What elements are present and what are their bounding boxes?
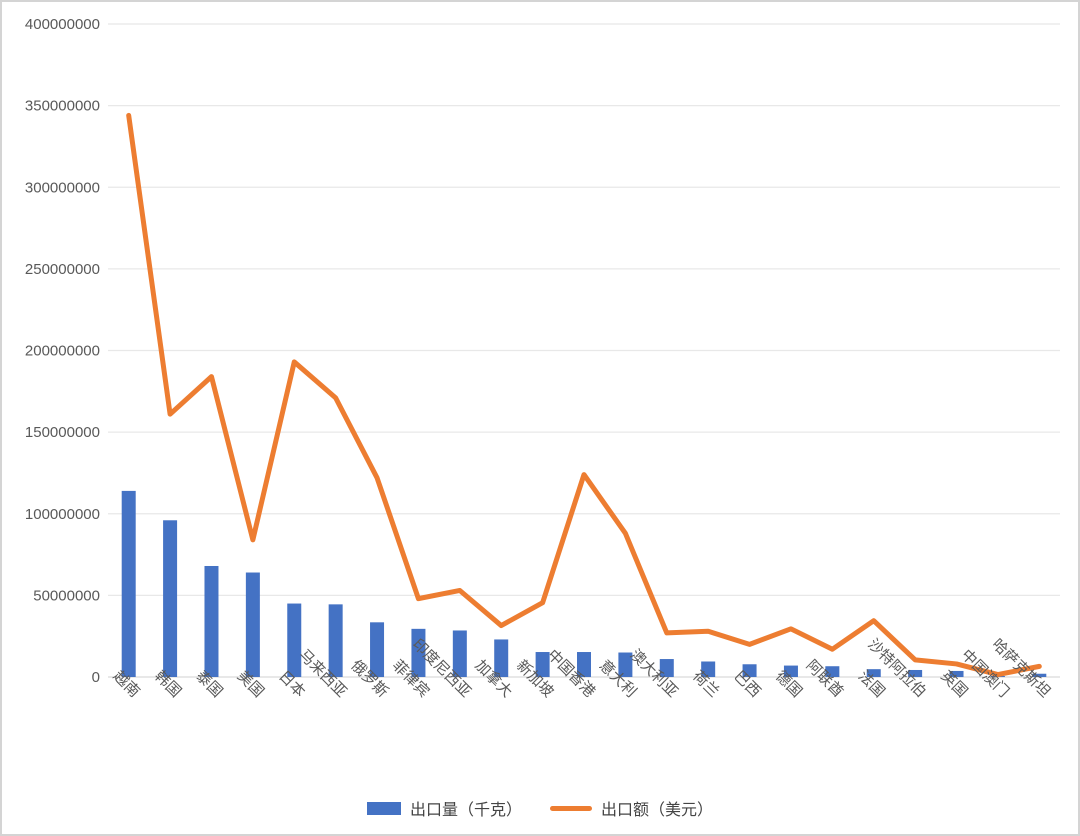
bar-泰国 (204, 565, 219, 677)
bar-中国香港 (577, 652, 591, 677)
bar-沙特阿拉伯 (908, 669, 923, 677)
x-axis-label-泰国: 泰国 (192, 668, 225, 701)
x-axis-label-加拿大: 加拿大 (472, 656, 517, 701)
x-axis-label-越南: 越南 (110, 668, 143, 701)
bar-印度尼西亚 (452, 630, 467, 677)
y-tick-label: 0 (92, 669, 100, 686)
x-axis-label-日本: 日本 (275, 668, 308, 701)
y-tick-label: 350000000 (25, 98, 100, 115)
y-tick-label: 400000000 (25, 16, 100, 33)
chart-legend: 出口量（千克） 出口额（美元） (2, 796, 1078, 820)
bar-英国 (949, 670, 964, 677)
legend-label-export-volume: 出口量（千克） (409, 802, 522, 819)
y-tick-label: 50000000 (33, 587, 100, 604)
bar-意大利 (618, 652, 633, 677)
bar-法国 (866, 669, 881, 677)
bar-马来西亚 (328, 604, 343, 677)
y-tick-label: 300000000 (25, 179, 100, 196)
x-axis-label-巴西: 巴西 (731, 668, 764, 701)
legend-item-export-volume: 出口量（千克） (366, 796, 522, 820)
bar-韩国 (163, 520, 178, 677)
bar-美国 (245, 572, 260, 677)
bar-俄罗斯 (370, 622, 385, 677)
y-tick-label: 150000000 (25, 424, 100, 441)
bar-越南 (121, 490, 136, 677)
x-axis-label-美国: 美国 (234, 668, 267, 701)
bar-澳大利亚 (659, 659, 674, 677)
bar-日本 (287, 603, 302, 677)
x-axis-label-荷兰: 荷兰 (689, 668, 722, 701)
bar-哈萨克斯坦 (1032, 673, 1047, 677)
bar-菲律宾 (411, 628, 426, 677)
y-tick-label: 200000000 (25, 343, 100, 360)
bar-新加坡 (535, 652, 550, 677)
bar-德国 (783, 665, 798, 677)
bar-series-swatch (366, 801, 401, 815)
legend-item-export-value: 出口额（美元） (550, 796, 713, 820)
bar-巴西 (742, 664, 757, 677)
bar-荷兰 (701, 661, 716, 677)
x-axis-label-阿联酋: 阿联酋 (803, 656, 848, 701)
line-series-swatch (550, 805, 592, 811)
y-tick-label: 100000000 (25, 506, 100, 523)
bar-加拿大 (494, 639, 509, 677)
y-tick-label: 250000000 (25, 261, 100, 278)
legend-label-export-value: 出口额（美元） (601, 802, 714, 819)
export-volume-value-chart: 0 50000000 100000000 150000000 200000000 2500… (25, 16, 1060, 701)
x-axis-label-法国: 法国 (855, 668, 888, 701)
x-axis-label-韩国: 韩国 (151, 668, 184, 701)
line-series-export-value (126, 112, 1042, 678)
bar-阿联酋 (825, 666, 840, 677)
x-axis-label-俄罗斯: 俄罗斯 (347, 657, 391, 701)
